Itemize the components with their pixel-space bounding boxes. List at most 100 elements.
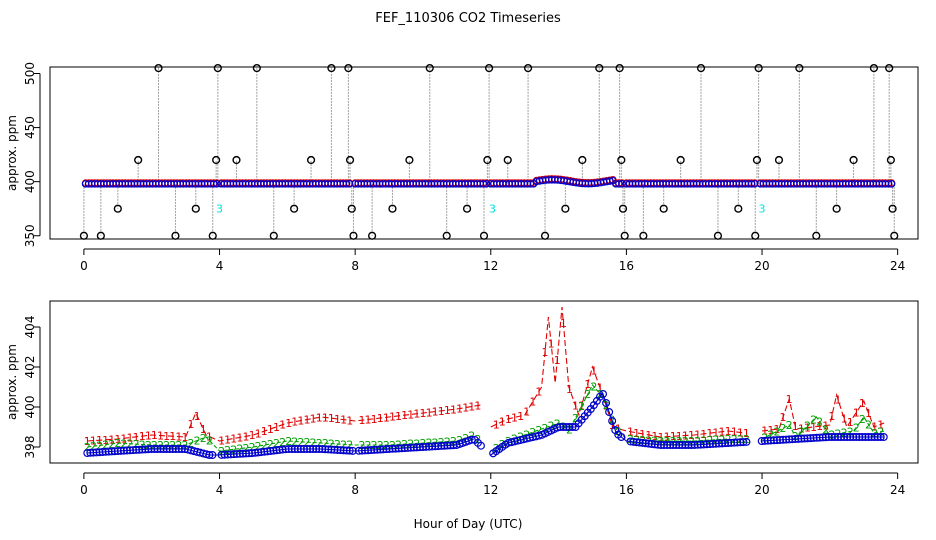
series-3-point (684, 441, 693, 450)
series-2-point-label: 2 (798, 426, 805, 439)
series-3-point (711, 439, 720, 448)
series-1-point-label: 1 (450, 403, 457, 416)
series-3-point (232, 449, 241, 458)
series-3-point (650, 440, 659, 449)
series-3-point (553, 423, 562, 432)
series-3-point (422, 442, 431, 451)
series-2-point-label: 2 (279, 436, 286, 449)
series-2-point-label: 2 (328, 438, 335, 451)
series-3-point (141, 445, 150, 454)
calibration-point (578, 155, 587, 165)
series-3-point (568, 423, 577, 432)
series-3-point (446, 441, 455, 450)
series-3-point (394, 444, 403, 453)
blue-point (342, 179, 351, 188)
series-1-point-label: 1 (145, 429, 152, 442)
series-1-point-label: 1 (505, 413, 512, 426)
calibration-point (617, 155, 626, 165)
series-3-point (251, 448, 260, 457)
series-3-point (776, 435, 785, 444)
bottom-x-tick-label: 16 (619, 483, 634, 497)
series-3-point (89, 448, 98, 457)
series-3-point (367, 446, 376, 455)
series-3-point (409, 443, 418, 452)
calibration-point (171, 231, 180, 240)
series-2-point-label: 2 (84, 441, 91, 454)
bottom-x-tick-label: 12 (483, 483, 498, 497)
series-1-point-label: 1 (841, 412, 848, 425)
series-3-point (867, 433, 876, 442)
series-1-point-label: 1 (261, 425, 268, 438)
top-y-axis: 350 400 450 500 (23, 62, 41, 247)
series-2-point-label: 2 (90, 440, 97, 453)
series-3-point (135, 445, 144, 454)
series-3-point (101, 447, 110, 456)
series-3-point (357, 446, 366, 455)
series-2-point-label: 2 (572, 412, 579, 425)
series-1-point-label: 1 (273, 421, 280, 434)
series-2-point-label: 2 (737, 433, 744, 446)
series-3-point (379, 445, 388, 454)
series-1-point-label: 1 (554, 354, 561, 367)
series-3-point (229, 450, 238, 459)
series-3-point (95, 448, 104, 457)
series-3-point (278, 445, 287, 454)
series-2-point-label: 2 (230, 443, 237, 456)
series-2-point-label: 2 (236, 443, 243, 456)
series-1-point-label: 1 (786, 393, 793, 406)
bottom-y-axis-label: approx. ppm (5, 344, 19, 420)
series-3-point (815, 433, 824, 442)
cyan-marker-label: 3 (216, 203, 223, 216)
series-1-point-label: 1 (175, 431, 182, 444)
series-3-point (803, 434, 812, 443)
series-3-point (806, 434, 815, 443)
series-3-point (629, 437, 638, 446)
series-1-point-label: 1 (279, 419, 286, 432)
blue-point (615, 179, 623, 188)
series-2-point-label: 2 (291, 435, 298, 448)
series-3-point (174, 445, 183, 454)
series-1-point-label: 1 (535, 385, 542, 398)
calibration-point (269, 231, 278, 240)
series-1-point-label: 1 (664, 431, 671, 444)
calibration-point (734, 204, 743, 213)
series-1-point-label: 1 (694, 429, 701, 442)
series-1-point-label: 1 (792, 420, 799, 433)
series-3-point (245, 449, 254, 458)
series-1-point-label: 1 (102, 434, 109, 447)
series-3-point (565, 423, 574, 432)
series-3-point (287, 445, 296, 454)
calibration-point (659, 204, 668, 213)
series-3-point (794, 434, 803, 443)
series-3-point (415, 443, 424, 452)
calibration-point (442, 231, 451, 240)
series-1-point-label: 1 (859, 397, 866, 410)
bottom-plot-frame (49, 300, 919, 464)
calibration-point (890, 231, 899, 240)
series-2-point-label: 2 (816, 416, 823, 429)
blue-point (747, 179, 756, 188)
series-1-point-label: 1 (224, 434, 231, 447)
series-2-point-label: 2 (773, 425, 780, 438)
series-3-point (690, 440, 699, 449)
top-x-tick-label: 4 (216, 259, 224, 273)
calibration-point (347, 204, 356, 213)
series-3-point (641, 439, 650, 448)
series-3-point (809, 433, 818, 442)
series-3-point (406, 443, 415, 452)
series-2-point-label: 2 (127, 438, 134, 451)
series-1-point-label: 1 (853, 406, 860, 419)
series-3-point (293, 445, 302, 454)
series-3-point (171, 445, 180, 454)
series-3-point (122, 446, 131, 455)
series-3-point (315, 445, 324, 454)
series-3-point (693, 440, 702, 449)
series-2-point-label: 2 (371, 439, 378, 452)
series-2-point-label: 2 (102, 439, 109, 452)
calibration-point (503, 155, 512, 165)
series-2-point-label: 2 (267, 438, 274, 451)
series-1-point-label: 1 (322, 411, 329, 424)
series-3-point (849, 433, 858, 442)
series-3-point (110, 447, 119, 456)
series-3-point (812, 433, 821, 442)
